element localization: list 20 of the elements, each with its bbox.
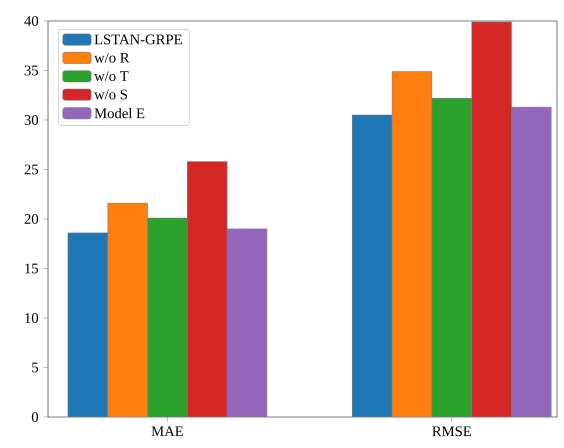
bar bbox=[511, 106, 552, 417]
bar bbox=[226, 228, 268, 417]
bar bbox=[68, 232, 108, 417]
legend-label: w/o T bbox=[94, 71, 128, 82]
y-tick-label: 10 bbox=[25, 313, 38, 323]
y-tick-label: 25 bbox=[24, 164, 38, 174]
legend-label: w/o S bbox=[94, 90, 127, 100]
legend-label: w/o R bbox=[94, 52, 130, 63]
y-tick-label: 0 bbox=[32, 412, 38, 422]
y-tick-label: 15 bbox=[25, 264, 38, 274]
legend-label: LSTAN-GRPE bbox=[94, 34, 182, 44]
bar bbox=[352, 114, 392, 417]
y-tick-label: 40 bbox=[24, 16, 38, 26]
y-tick-label: 30 bbox=[24, 115, 38, 125]
y-tick-label: 35 bbox=[24, 66, 38, 76]
y-tick-label: 20 bbox=[24, 214, 38, 224]
x-tick-label: MAE bbox=[152, 426, 183, 436]
y-tick-label: 5 bbox=[32, 362, 38, 372]
legend-label: Model E bbox=[94, 108, 144, 118]
x-tick-label: RMSE bbox=[432, 426, 472, 436]
